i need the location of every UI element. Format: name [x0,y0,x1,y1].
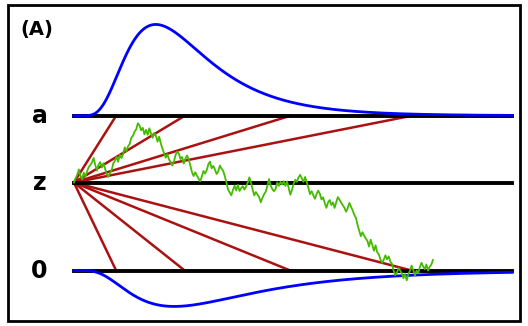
Text: a: a [32,104,48,128]
Text: z: z [33,170,46,195]
Text: 0: 0 [31,259,48,283]
Text: (A): (A) [21,20,53,39]
